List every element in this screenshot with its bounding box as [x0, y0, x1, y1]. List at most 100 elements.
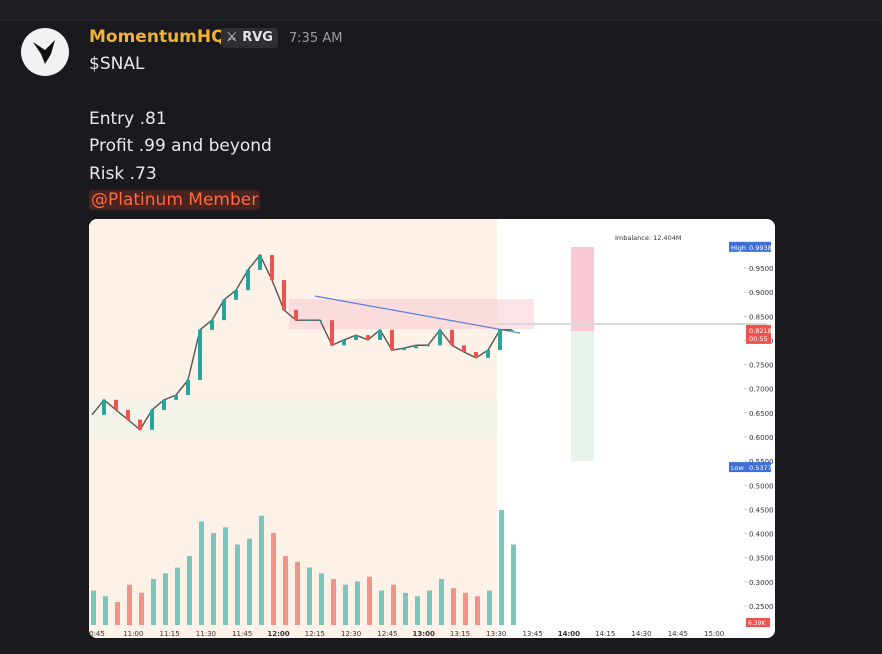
time-tick-label: 11:00 — [123, 630, 143, 638]
volume-bar — [91, 590, 96, 625]
candle — [414, 345, 418, 349]
candle — [174, 394, 178, 400]
low-name: Low — [731, 464, 744, 472]
volume-bar — [343, 584, 348, 625]
high-value: 0.9938 — [749, 244, 772, 252]
volume-bar — [223, 527, 228, 625]
volume-bar — [151, 579, 156, 625]
volume-bar — [163, 573, 168, 625]
time-tick-label: 14:00 — [558, 630, 580, 638]
time-tick-label: 12:00 — [267, 630, 289, 638]
candle — [402, 348, 406, 351]
candle — [270, 254, 274, 281]
time-tick-label: 13:30 — [486, 630, 506, 638]
volume-bar — [199, 521, 204, 625]
volume-bar — [103, 596, 108, 625]
volume-bar — [367, 576, 372, 625]
volume-bar — [403, 592, 408, 625]
message-line: $SNAL — [89, 54, 145, 74]
time-tick-label: 11:45 — [232, 630, 252, 638]
candle — [498, 329, 502, 351]
low-value: 0.5377 — [749, 464, 772, 472]
price-tick-label: 0.6000 — [749, 434, 774, 442]
volume-bar — [511, 544, 516, 625]
volume-bar — [247, 538, 252, 625]
candle — [330, 320, 334, 346]
message-line: Profit .99 and beyond — [89, 136, 272, 156]
candle — [450, 329, 454, 346]
time-tick-label: 14:45 — [668, 630, 688, 638]
volume-bar — [475, 596, 480, 625]
candle — [282, 280, 286, 311]
candle — [318, 320, 322, 322]
price-tick-label: 0.2500 — [749, 603, 774, 611]
volume-bar — [439, 579, 444, 625]
imbalance-label: Imbalance: 12.404M — [615, 234, 681, 242]
time-tick-label: 15:00 — [704, 630, 724, 638]
volume-bar — [115, 602, 120, 625]
time-tick-label: 11:15 — [160, 630, 180, 638]
time-tick-label: 12:30 — [341, 630, 361, 638]
candle — [354, 335, 358, 340]
time-tick-label: 12:15 — [305, 630, 325, 638]
price-tick-label: 0.8500 — [749, 313, 774, 321]
time-tick-label: 14:15 — [595, 630, 615, 638]
candle — [150, 409, 154, 430]
time-tick-label: 12:45 — [377, 630, 397, 638]
volume-bar — [463, 592, 468, 625]
avatar-icon — [33, 40, 55, 64]
price-tick-label: 0.9500 — [749, 265, 774, 273]
volume-bar — [355, 581, 360, 625]
volume-bar — [211, 533, 216, 625]
last-countdown: 00:55 — [749, 335, 768, 343]
candle — [462, 345, 466, 353]
price-tick-label: 0.3000 — [749, 579, 774, 587]
candle — [438, 329, 442, 346]
candle — [486, 350, 490, 358]
price-tick-label: 0.9000 — [749, 289, 774, 297]
price-tick-label: 0.7500 — [749, 362, 774, 370]
volume-bar — [487, 590, 492, 625]
avatar[interactable] — [21, 28, 69, 76]
volume-bar — [331, 579, 336, 625]
candle — [342, 339, 346, 346]
volume-bar — [271, 533, 276, 625]
role-tag[interactable]: ⚔ RVG — [221, 28, 278, 48]
volume-bar — [307, 567, 312, 625]
high-name: High — [731, 244, 746, 252]
volume-bar — [379, 590, 384, 625]
volume-bar — [187, 556, 192, 625]
volume-bar — [139, 592, 144, 625]
tag-text: RVG — [242, 30, 273, 45]
volume-label: 6.39K — [748, 620, 766, 627]
volume-bar — [499, 510, 504, 625]
timestamp: 7:35 AM — [289, 31, 343, 46]
low-box — [729, 462, 771, 473]
candle — [306, 320, 310, 322]
price-tick-label: 0.7000 — [749, 386, 774, 394]
candle — [246, 269, 250, 291]
author[interactable]: MomentumHQ — [89, 27, 226, 47]
price-tick-label: 0.4500 — [749, 506, 774, 514]
volume-bar — [235, 544, 240, 625]
last-box — [746, 324, 771, 344]
price-tick-label: 0.3500 — [749, 555, 774, 563]
time-tick-label: 13:15 — [450, 630, 470, 638]
candle — [138, 419, 142, 430]
mention[interactable]: @Platinum Member — [89, 190, 261, 210]
candle — [162, 399, 166, 410]
chart-image[interactable]: 0.95000.90000.85000.80000.75000.70000.65… — [89, 219, 775, 638]
volume-bar — [391, 584, 396, 625]
volume-bar — [175, 567, 180, 625]
message-line: Risk .73 — [89, 164, 157, 184]
candle — [258, 254, 262, 270]
volume-bar — [415, 596, 420, 625]
time-tick-label: 13:00 — [413, 630, 435, 638]
price-tick-label: 0.6500 — [749, 410, 774, 418]
message-line: Entry .81 — [89, 109, 167, 129]
volume-box — [746, 618, 770, 627]
candle — [186, 380, 190, 395]
candle — [210, 320, 214, 330]
volume-bar — [427, 590, 432, 625]
candle — [198, 329, 202, 381]
